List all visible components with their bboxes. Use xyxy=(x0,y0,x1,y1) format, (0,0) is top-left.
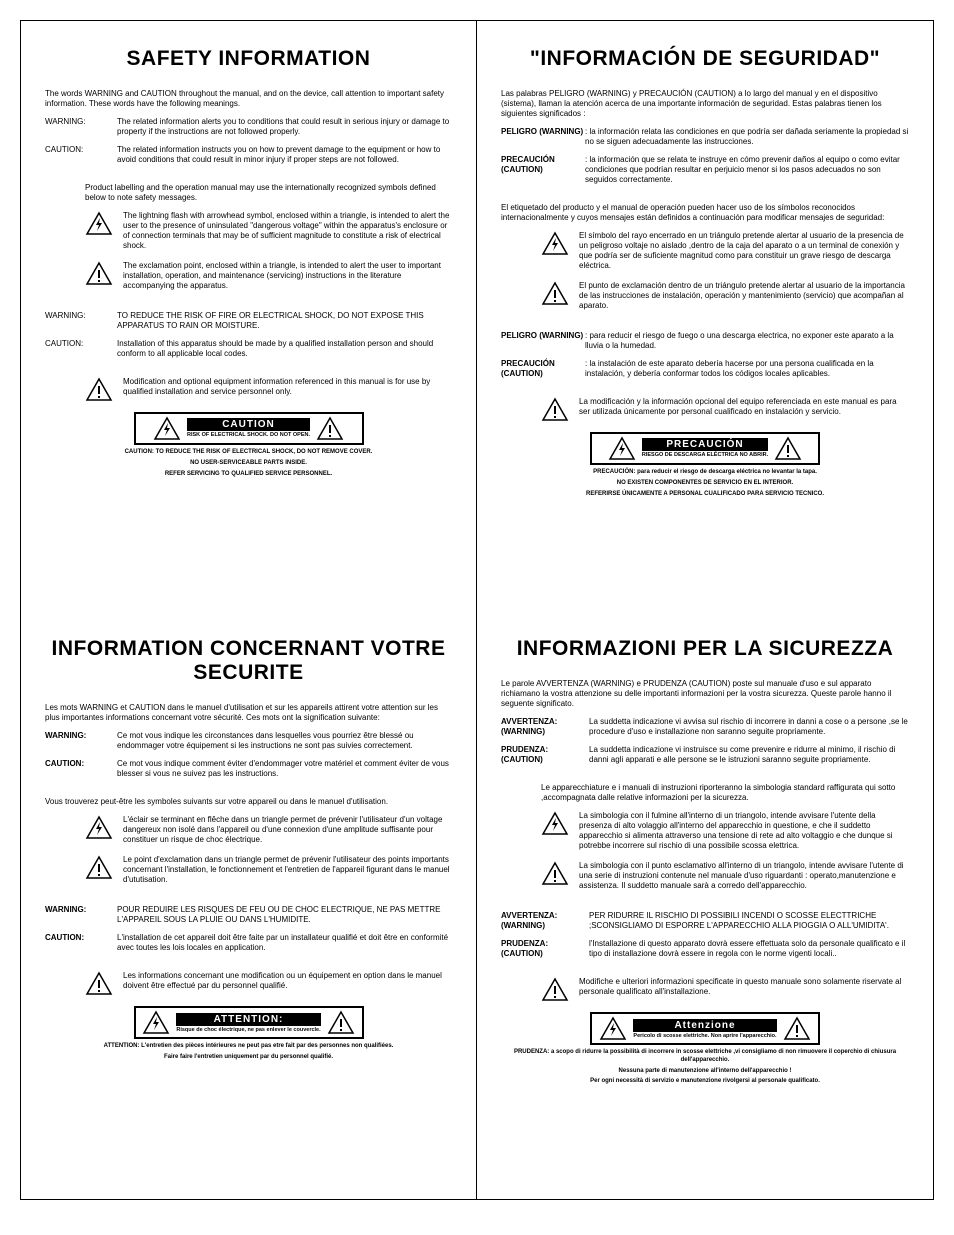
warning-def-it: AVVERTENZA: (WARNING) La suddetta indica… xyxy=(501,717,909,737)
plate-lines-it: PRUDENZA: a scopo di ridurre la possibil… xyxy=(501,1049,909,1086)
caution-def-es: PRECAUCIÓN (CAUTION) : la información qu… xyxy=(501,155,909,185)
warning-def-en: WARNING: The related information alerts … xyxy=(45,117,452,137)
bolt-row-fr: L'éclair se terminant en flêche dans un … xyxy=(85,815,452,845)
bolt-row-es: El símbolo del rayo encerrado en un triá… xyxy=(541,231,909,271)
caution2-es: PRECAUCIÓN (CAUTION) : la instalación de… xyxy=(501,359,909,379)
plate-lines-es: PRECAUCIÓN: para reducir el riesgo de de… xyxy=(501,469,909,498)
warning2-en: WARNING: TO REDUCE THE RISK OF FIRE OR E… xyxy=(45,311,452,331)
excl-row-it: La simbologia con il punto esclamativo a… xyxy=(541,861,909,891)
intro-en: The words WARNING and CAUTION throughout… xyxy=(45,89,452,109)
exclamation-icon xyxy=(85,377,115,402)
section-spanish: "INFORMACIÓN DE SEGURIDAD" Las palabras … xyxy=(477,21,933,611)
caution-def-fr: CAUTION: Ce mot vous indique comment évi… xyxy=(45,759,452,779)
exclamation-icon xyxy=(541,977,571,1002)
section-english: SAFETY INFORMATION The words WARNING and… xyxy=(21,21,477,611)
warning2-it: AVVERTENZA: (WARNING) PER RIDURRE IL RIS… xyxy=(501,911,909,931)
symbols-intro-it: Le apparecchiature e i manuali di instru… xyxy=(541,783,909,803)
intro-it: Le parole AVVERTENZA (WARNING) e PRUDENZ… xyxy=(501,679,909,709)
exclamation-icon xyxy=(541,397,571,422)
caution-def-en: CAUTION: The related information instruc… xyxy=(45,145,452,165)
mod-row-en: Modification and optional equipment info… xyxy=(85,377,452,402)
caution-plate-it: Attenzione Pericolo di scosse elettriche… xyxy=(590,1012,820,1045)
bolt-icon xyxy=(153,416,181,441)
caution-plate-es: PRECAUCIÓN RIESGO DE DESCARGA ELÉCTRICA … xyxy=(590,432,820,465)
title-it: INFORMAZIONI PER LA SICUREZZA xyxy=(501,637,909,661)
bolt-row-en: The lightning flash with arrowhead symbo… xyxy=(85,211,452,251)
caution-plate-fr: ATTENTION: Risque de choc électrique, ne… xyxy=(134,1006,364,1039)
excl-row-es: El punto de exclamación dentro de un tri… xyxy=(541,281,909,311)
mod-row-es: La modificación y la información opciona… xyxy=(541,397,909,422)
caution-plate-en: CAUTION RISK OF ELECTRICAL SHOCK. DO NOT… xyxy=(134,412,364,445)
bolt-row-it: La simbologia con il fulmine all'interno… xyxy=(541,811,909,851)
caution2-en: CAUTION: Installation of this apparatus … xyxy=(45,339,452,359)
symbols-intro-en: Product labelling and the operation manu… xyxy=(85,183,452,203)
section-french: INFORMATION CONCERNANT VOTRE SECURITE Le… xyxy=(21,611,477,1199)
exclamation-icon xyxy=(85,855,115,880)
intro-es: Las palabras PELIGRO (WARNING) y PRECAUC… xyxy=(501,89,909,119)
symbols-intro-es: El etiquetado del producto y el manual d… xyxy=(501,203,909,223)
intro-fr: Les mots WARNING et CAUTION dans le manu… xyxy=(45,703,452,723)
warning2-es: PELIGRO (WARNING) : para reducir el ries… xyxy=(501,331,909,351)
plate-lines-fr: ATTENTION: L'entretien des pièces intéri… xyxy=(45,1043,452,1062)
exclamation-icon xyxy=(85,971,115,996)
bolt-icon xyxy=(541,231,571,256)
caution2-it: PRUDENZA: (CAUTION) l'Installazione di q… xyxy=(501,939,909,959)
excl-row-en: The exclamation point, enclosed within a… xyxy=(85,261,452,291)
exclamation-icon xyxy=(774,436,802,461)
mod-row-fr: Les informations concernant une modifica… xyxy=(85,971,452,996)
safety-page: SAFETY INFORMATION The words WARNING and… xyxy=(20,20,934,1200)
bolt-icon xyxy=(599,1016,627,1041)
caution2-fr: CAUTION: L'installation de cet appareil … xyxy=(45,933,452,953)
plate-lines-en: CAUTION: TO REDUCE THE RISK OF ELECTRICA… xyxy=(45,449,452,478)
title-en: SAFETY INFORMATION xyxy=(45,47,452,71)
title-fr: INFORMATION CONCERNANT VOTRE SECURITE xyxy=(45,637,452,685)
exclamation-icon xyxy=(541,861,571,886)
bolt-icon xyxy=(85,211,115,236)
section-italian: INFORMAZIONI PER LA SICUREZZA Le parole … xyxy=(477,611,933,1199)
bolt-icon xyxy=(608,436,636,461)
bolt-icon xyxy=(541,811,571,836)
exclamation-icon xyxy=(541,281,571,306)
title-es: "INFORMACIÓN DE SEGURIDAD" xyxy=(501,47,909,71)
exclamation-icon xyxy=(85,261,115,286)
caution-def-it: PRUDENZA: (CAUTION) La suddetta indicazi… xyxy=(501,745,909,765)
excl-row-fr: Le point d'exclamation dans un triangle … xyxy=(85,855,452,885)
bolt-icon xyxy=(142,1010,170,1035)
exclamation-icon xyxy=(327,1010,355,1035)
bolt-icon xyxy=(85,815,115,840)
exclamation-icon xyxy=(316,416,344,441)
warning-def-es: PELIGRO (WARNING) : la información relat… xyxy=(501,127,909,147)
symbols-intro-fr: Vous trouverez peut-être les symboles su… xyxy=(45,797,452,807)
warning-def-fr: WARNING: Ce mot vous indique les circons… xyxy=(45,731,452,751)
warning2-fr: WARNING: POUR REDUIRE LES RISQUES DE FEU… xyxy=(45,905,452,925)
exclamation-icon xyxy=(783,1016,811,1041)
mod-row-it: Modifiche e ulteriori informazioni speci… xyxy=(541,977,909,1002)
